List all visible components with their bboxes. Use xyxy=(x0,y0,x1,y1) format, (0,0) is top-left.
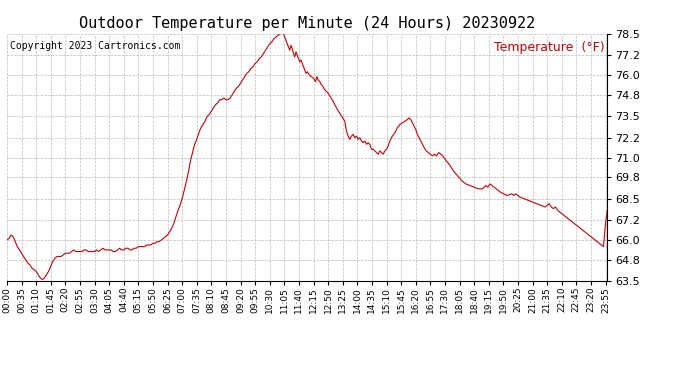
Text: Temperature  (°F): Temperature (°F) xyxy=(493,41,604,54)
Title: Outdoor Temperature per Minute (24 Hours) 20230922: Outdoor Temperature per Minute (24 Hours… xyxy=(79,16,535,31)
Text: Copyright 2023 Cartronics.com: Copyright 2023 Cartronics.com xyxy=(10,41,180,51)
